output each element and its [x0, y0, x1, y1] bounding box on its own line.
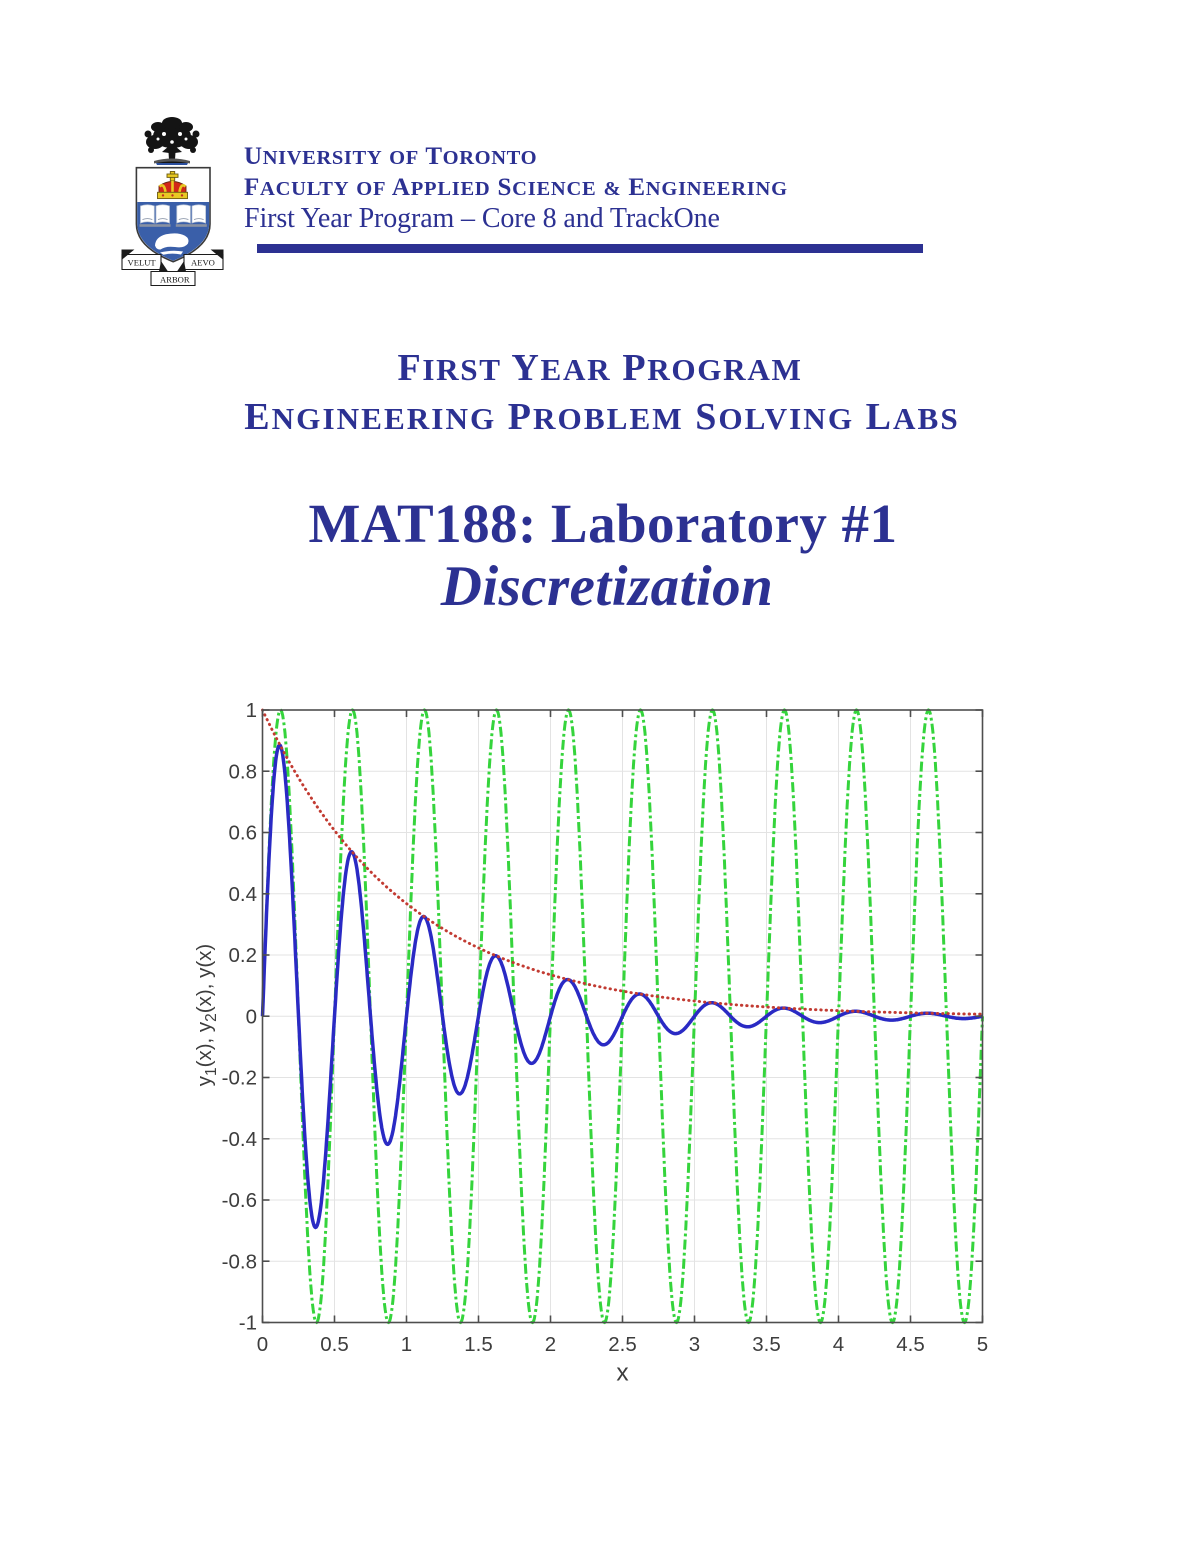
- svg-text:VELUT: VELUT: [128, 258, 157, 268]
- svg-text:-1: -1: [239, 1312, 257, 1335]
- svg-text:3: 3: [689, 1333, 700, 1356]
- svg-text:AEVO: AEVO: [191, 258, 215, 268]
- svg-text:2.5: 2.5: [608, 1333, 637, 1356]
- svg-text:0.5: 0.5: [320, 1333, 349, 1356]
- svg-text:-0.8: -0.8: [222, 1250, 257, 1273]
- svg-text:-0.2: -0.2: [222, 1067, 257, 1090]
- svg-text:1: 1: [246, 699, 257, 722]
- svg-text:0: 0: [246, 1005, 257, 1028]
- svg-text:0.8: 0.8: [229, 760, 258, 783]
- svg-text:5: 5: [977, 1333, 988, 1356]
- svg-text:1: 1: [401, 1333, 412, 1356]
- svg-text:-0.6: -0.6: [222, 1189, 257, 1212]
- svg-text:y1(x), y2(x), y(x): y1(x), y2(x), y(x): [193, 944, 220, 1087]
- svg-text:2: 2: [545, 1333, 556, 1356]
- svg-text:0.4: 0.4: [229, 883, 258, 906]
- svg-text:ARBOR: ARBOR: [160, 275, 190, 285]
- svg-text:-0.4: -0.4: [222, 1128, 257, 1151]
- svg-text:1.5: 1.5: [464, 1333, 493, 1356]
- svg-text:x: x: [616, 1360, 628, 1387]
- svg-text:0.6: 0.6: [229, 822, 258, 845]
- svg-text:4.5: 4.5: [896, 1333, 925, 1356]
- svg-text:4: 4: [833, 1333, 844, 1356]
- svg-text:3.5: 3.5: [752, 1333, 781, 1356]
- svg-text:0: 0: [257, 1333, 268, 1356]
- svg-text:0.2: 0.2: [229, 944, 258, 967]
